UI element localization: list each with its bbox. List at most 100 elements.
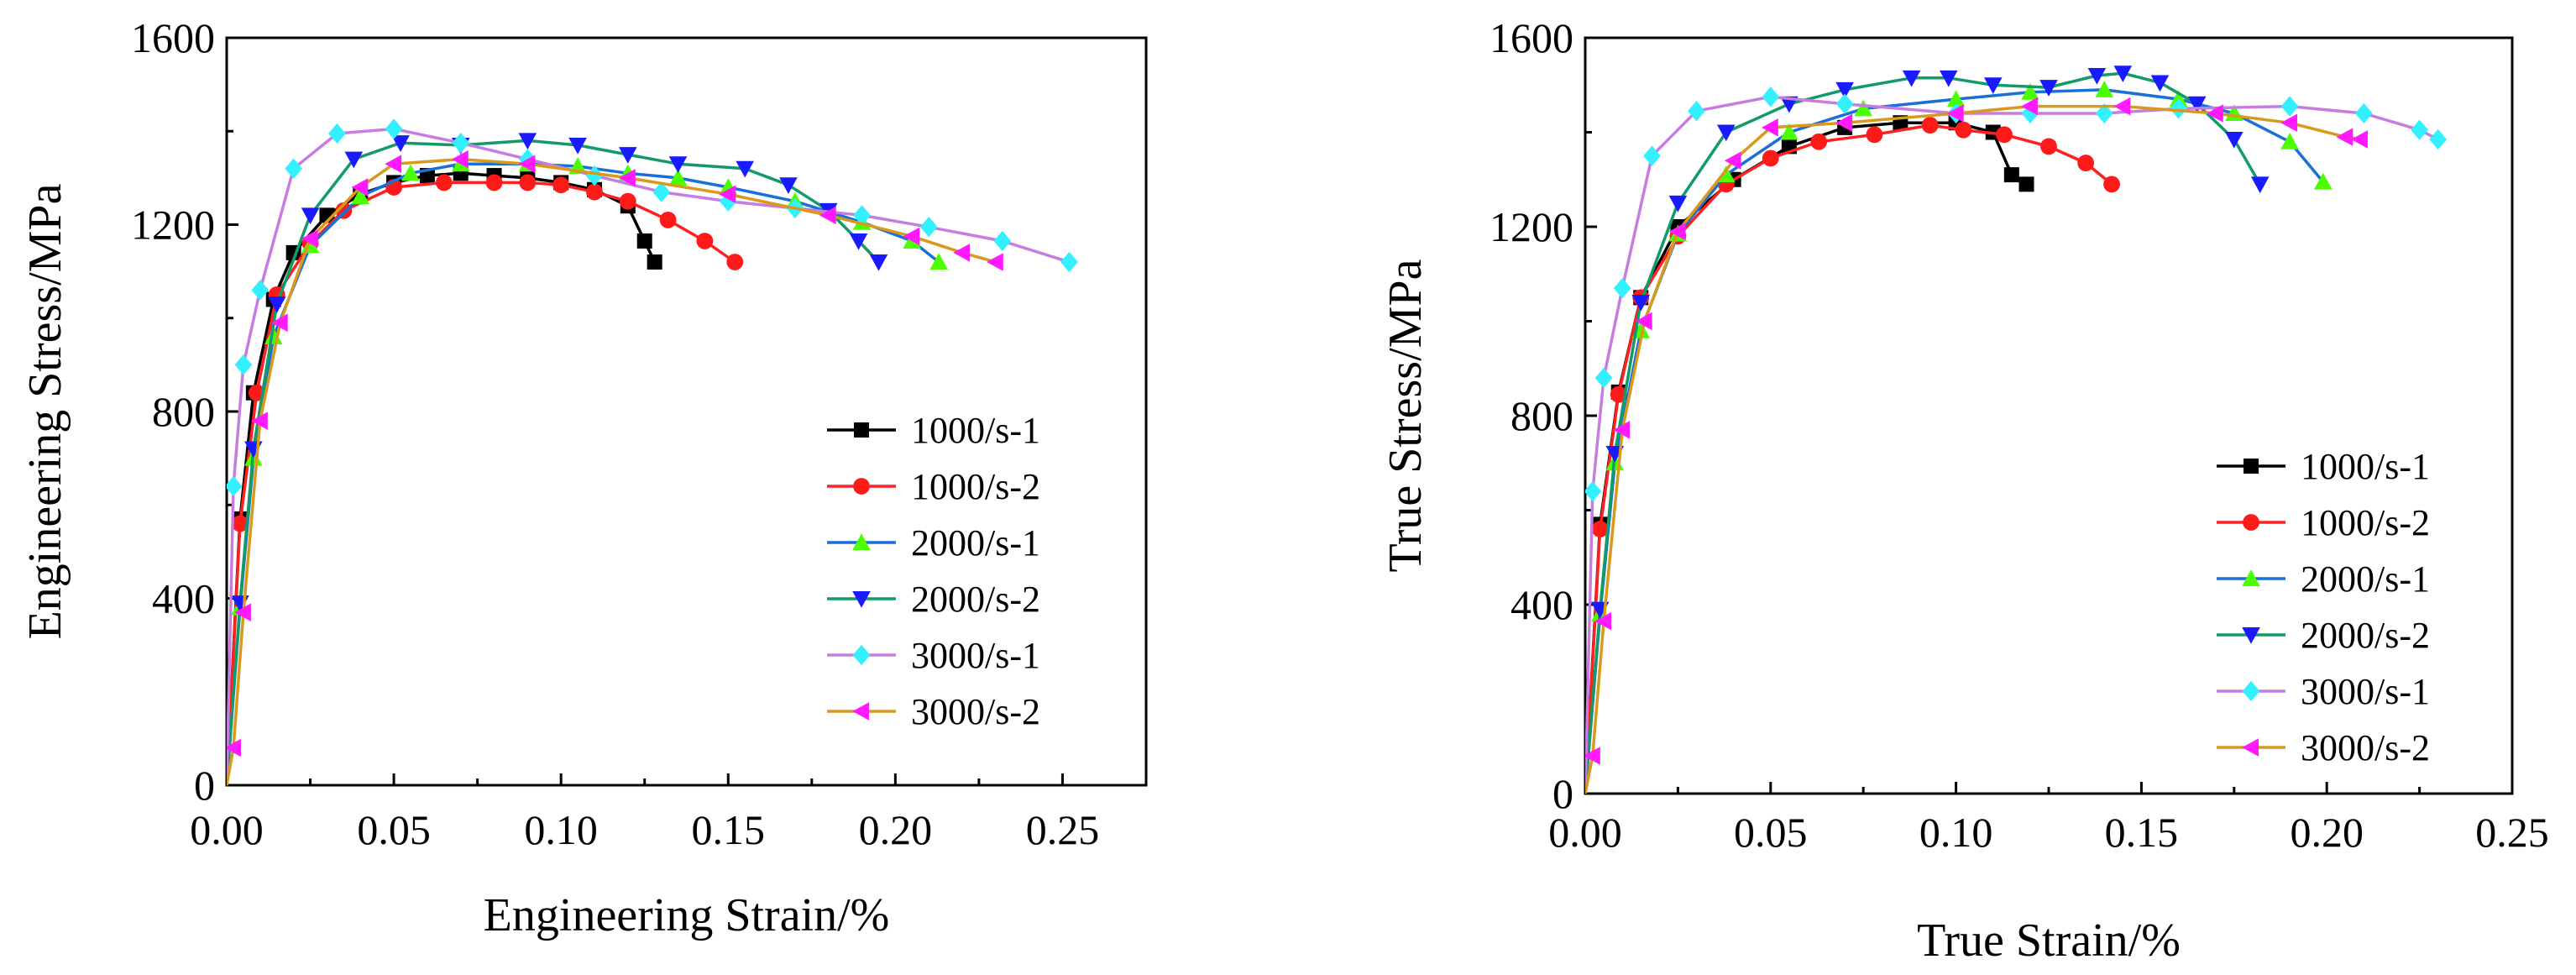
- data-point: [619, 147, 637, 164]
- series-line: [1585, 88, 2325, 794]
- data-point: [619, 169, 636, 187]
- legend-label: 2000/s-2: [2301, 615, 2430, 656]
- data-point: [696, 233, 714, 249]
- data-point: [2336, 128, 2353, 146]
- data-point: [2077, 155, 2095, 171]
- data-point: [1631, 295, 1651, 312]
- data-point: [659, 212, 677, 228]
- data-point: [719, 185, 736, 204]
- data-point: [1594, 367, 1613, 389]
- data-point: [1613, 421, 1631, 439]
- series-1000-per-s-1: [1585, 115, 2034, 794]
- data-point: [869, 254, 888, 271]
- data-point: [726, 254, 744, 270]
- data-point: [391, 135, 410, 152]
- data-point: [2021, 82, 2039, 100]
- legend-label: 3000/s-1: [911, 635, 1040, 676]
- series-line: [227, 157, 997, 786]
- data-point: [234, 354, 253, 375]
- y-tick-label: 1600: [1490, 14, 1573, 61]
- x-axis-title: Engineering Strain/%: [484, 889, 890, 941]
- data-point: [903, 227, 920, 246]
- series-2000-per-s-2: [1585, 66, 2270, 794]
- legend-marker: [852, 533, 871, 550]
- data-point: [2280, 132, 2299, 149]
- data-point: [2039, 80, 2058, 97]
- legend-marker: [853, 478, 870, 495]
- data-point: [736, 160, 754, 178]
- data-point: [585, 165, 604, 186]
- data-point: [401, 164, 420, 181]
- x-tick-label: 0.15: [2105, 809, 2179, 856]
- data-point: [1866, 126, 1883, 144]
- series-2000-per-s-1: [227, 155, 948, 786]
- data-point: [2280, 96, 2299, 117]
- data-point: [227, 475, 243, 497]
- data-point: [452, 133, 470, 154]
- legend-marker: [852, 702, 869, 721]
- data-point: [647, 254, 662, 270]
- data-point: [232, 515, 249, 532]
- series-1000-per-s-2: [227, 174, 744, 786]
- data-point: [270, 313, 288, 333]
- series-3000-per-s-2: [1585, 97, 2368, 794]
- data-point: [1717, 124, 1736, 142]
- series-line: [1585, 71, 2262, 794]
- series-line: [1585, 121, 2028, 794]
- legend-label: 1000/s-2: [2301, 502, 2430, 543]
- data-point: [1585, 747, 1600, 765]
- data-point: [552, 176, 570, 194]
- series-line: [1585, 123, 2113, 794]
- data-point: [2095, 81, 2114, 97]
- y-tick-label: 400: [1511, 581, 1573, 628]
- data-point: [993, 230, 1012, 252]
- x-tick-label: 0.15: [692, 806, 766, 853]
- data-point: [1810, 133, 1828, 150]
- data-point: [234, 603, 251, 621]
- data-point: [2355, 102, 2373, 124]
- data-point: [351, 187, 370, 205]
- data-point: [344, 151, 364, 169]
- data-point: [1668, 195, 1688, 212]
- data-point: [2280, 113, 2298, 133]
- data-point: [385, 118, 403, 139]
- x-tick-label: 0.10: [524, 806, 598, 853]
- data-point: [251, 411, 268, 430]
- data-point: [1835, 93, 1854, 114]
- data-point: [1835, 113, 1853, 133]
- data-point: [636, 233, 652, 249]
- data-point: [1939, 70, 1958, 87]
- series-line: [227, 181, 736, 786]
- data-point: [2103, 176, 2120, 193]
- data-point: [1835, 81, 1854, 99]
- series-1000-per-s-1: [227, 165, 662, 786]
- data-point: [1594, 611, 1612, 631]
- data-point: [987, 253, 1003, 271]
- y-tick-label: 800: [152, 388, 215, 435]
- y-tick-label: 400: [152, 575, 215, 622]
- data-point: [267, 296, 286, 313]
- y-tick-label: 0: [194, 762, 215, 809]
- series-line: [227, 127, 1070, 786]
- x-tick-label: 0.20: [2290, 809, 2364, 856]
- data-point: [2225, 131, 2244, 149]
- data-point: [668, 169, 688, 186]
- series-1000-per-s-2: [1585, 117, 2120, 794]
- legend-marker: [2242, 738, 2259, 757]
- data-point: [853, 205, 871, 226]
- legend: 1000/s-1 1000/s-2 2000/s-1 2000/s-2 3000/s-1…: [2217, 446, 2430, 768]
- y-tick-label: 1600: [131, 14, 215, 61]
- legend-marker: [852, 591, 871, 608]
- legend-label: 1000/s-1: [911, 410, 1040, 451]
- data-point: [519, 174, 537, 191]
- data-point: [1955, 121, 1972, 139]
- data-point: [1724, 151, 1741, 170]
- data-point: [1668, 222, 1686, 241]
- chart-panel-2: 0 400 800 1200 1600 0.00 0.05 0.10 0.15 0.20 0.25 T…: [1380, 14, 2549, 967]
- y-tick-label: 1200: [131, 202, 215, 249]
- data-point: [2040, 138, 2057, 155]
- series-2000-per-s-1: [1585, 81, 2333, 794]
- data-point: [1610, 385, 1627, 403]
- legend-marker: [2242, 627, 2260, 644]
